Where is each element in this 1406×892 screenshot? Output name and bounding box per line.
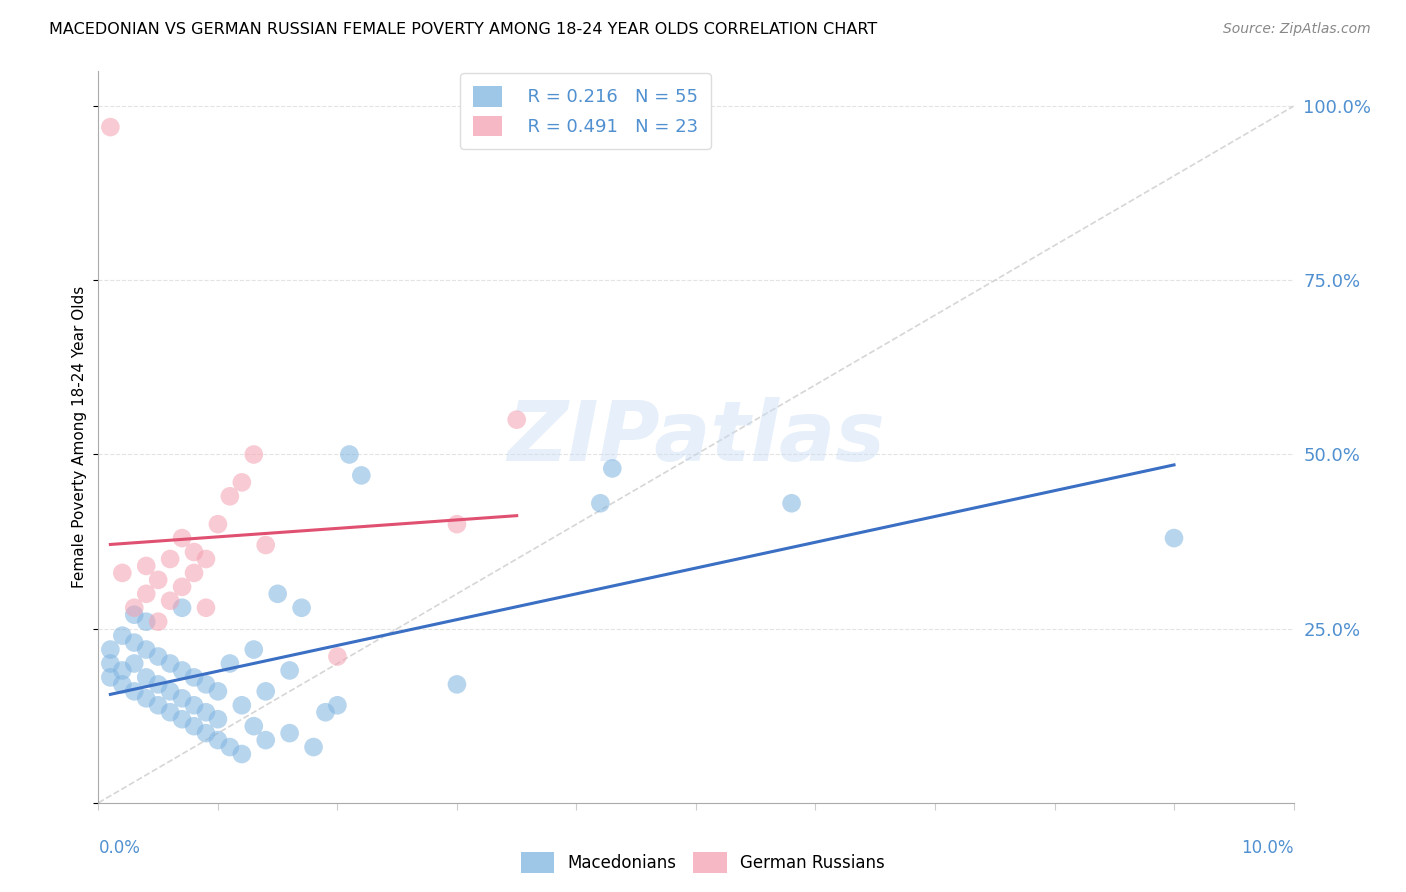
Point [111, 664, 134, 678]
Point [350, 468, 373, 483]
Legend: Macedonians, German Russians: Macedonians, German Russians [515, 846, 891, 880]
Point [254, 684, 277, 698]
Point [589, 496, 612, 510]
Text: 10.0%: 10.0% [1241, 839, 1294, 857]
Text: ZIPatlas: ZIPatlas [508, 397, 884, 477]
Point [172, 712, 194, 726]
Text: MACEDONIAN VS GERMAN RUSSIAN FEMALE POVERTY AMONG 18-24 YEAR OLDS CORRELATION CH: MACEDONIAN VS GERMAN RUSSIAN FEMALE POVE… [49, 22, 877, 37]
Point [135, 642, 157, 657]
Point [148, 677, 170, 691]
Point [207, 517, 229, 532]
Point [326, 698, 349, 713]
Point [111, 566, 134, 580]
Point [135, 558, 157, 573]
Point [326, 649, 349, 664]
Point [148, 615, 170, 629]
Text: Source: ZipAtlas.com: Source: ZipAtlas.com [1223, 22, 1371, 37]
Point [219, 740, 242, 755]
Point [207, 733, 229, 747]
Point [148, 649, 170, 664]
Point [172, 691, 194, 706]
Legend:   R = 0.216   N = 55,   R = 0.491   N = 23: R = 0.216 N = 55, R = 0.491 N = 23 [460, 73, 711, 149]
Point [195, 677, 218, 691]
Point [219, 657, 242, 671]
Point [315, 705, 337, 719]
Point [111, 677, 134, 691]
Point [207, 712, 229, 726]
Text: 0.0%: 0.0% [98, 839, 141, 857]
Point [159, 594, 181, 608]
Point [172, 531, 194, 545]
Point [159, 552, 181, 566]
Point [243, 642, 266, 657]
Point [172, 664, 194, 678]
Point [1163, 531, 1185, 545]
Point [267, 587, 290, 601]
Point [278, 664, 301, 678]
Point [231, 698, 253, 713]
Point [98, 670, 122, 684]
Point [195, 552, 218, 566]
Point [135, 615, 157, 629]
Point [243, 448, 266, 462]
Point [183, 670, 205, 684]
Point [195, 726, 218, 740]
Point [111, 629, 134, 643]
Point [172, 600, 194, 615]
Point [506, 412, 529, 426]
Point [183, 545, 205, 559]
Point [124, 607, 146, 622]
Point [780, 496, 803, 510]
Point [159, 684, 181, 698]
Point [231, 475, 253, 490]
Point [159, 657, 181, 671]
Point [135, 691, 157, 706]
Y-axis label: Female Poverty Among 18-24 Year Olds: Female Poverty Among 18-24 Year Olds [72, 286, 87, 588]
Point [243, 719, 266, 733]
Point [183, 719, 205, 733]
Point [159, 705, 181, 719]
Point [135, 587, 157, 601]
Point [231, 747, 253, 761]
Point [183, 566, 205, 580]
Point [172, 580, 194, 594]
Point [98, 120, 122, 134]
Point [148, 573, 170, 587]
Point [135, 670, 157, 684]
Point [183, 698, 205, 713]
Point [302, 740, 325, 755]
Point [98, 657, 122, 671]
Point [219, 489, 242, 503]
Point [254, 733, 277, 747]
Point [195, 600, 218, 615]
Point [446, 677, 468, 691]
Point [207, 684, 229, 698]
Point [124, 684, 146, 698]
Point [291, 600, 314, 615]
Point [124, 600, 146, 615]
Point [124, 657, 146, 671]
Point [124, 635, 146, 649]
Point [602, 461, 624, 475]
Point [278, 726, 301, 740]
Point [254, 538, 277, 552]
Point [339, 448, 361, 462]
Point [446, 517, 468, 532]
Point [148, 698, 170, 713]
Point [98, 642, 122, 657]
Point [195, 705, 218, 719]
